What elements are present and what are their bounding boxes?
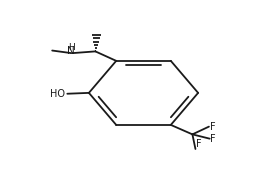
Text: N: N xyxy=(67,46,75,56)
Text: F: F xyxy=(210,134,216,144)
Text: H: H xyxy=(68,43,75,52)
Text: F: F xyxy=(210,122,215,132)
Text: F: F xyxy=(196,139,202,149)
Text: HO: HO xyxy=(50,89,65,99)
